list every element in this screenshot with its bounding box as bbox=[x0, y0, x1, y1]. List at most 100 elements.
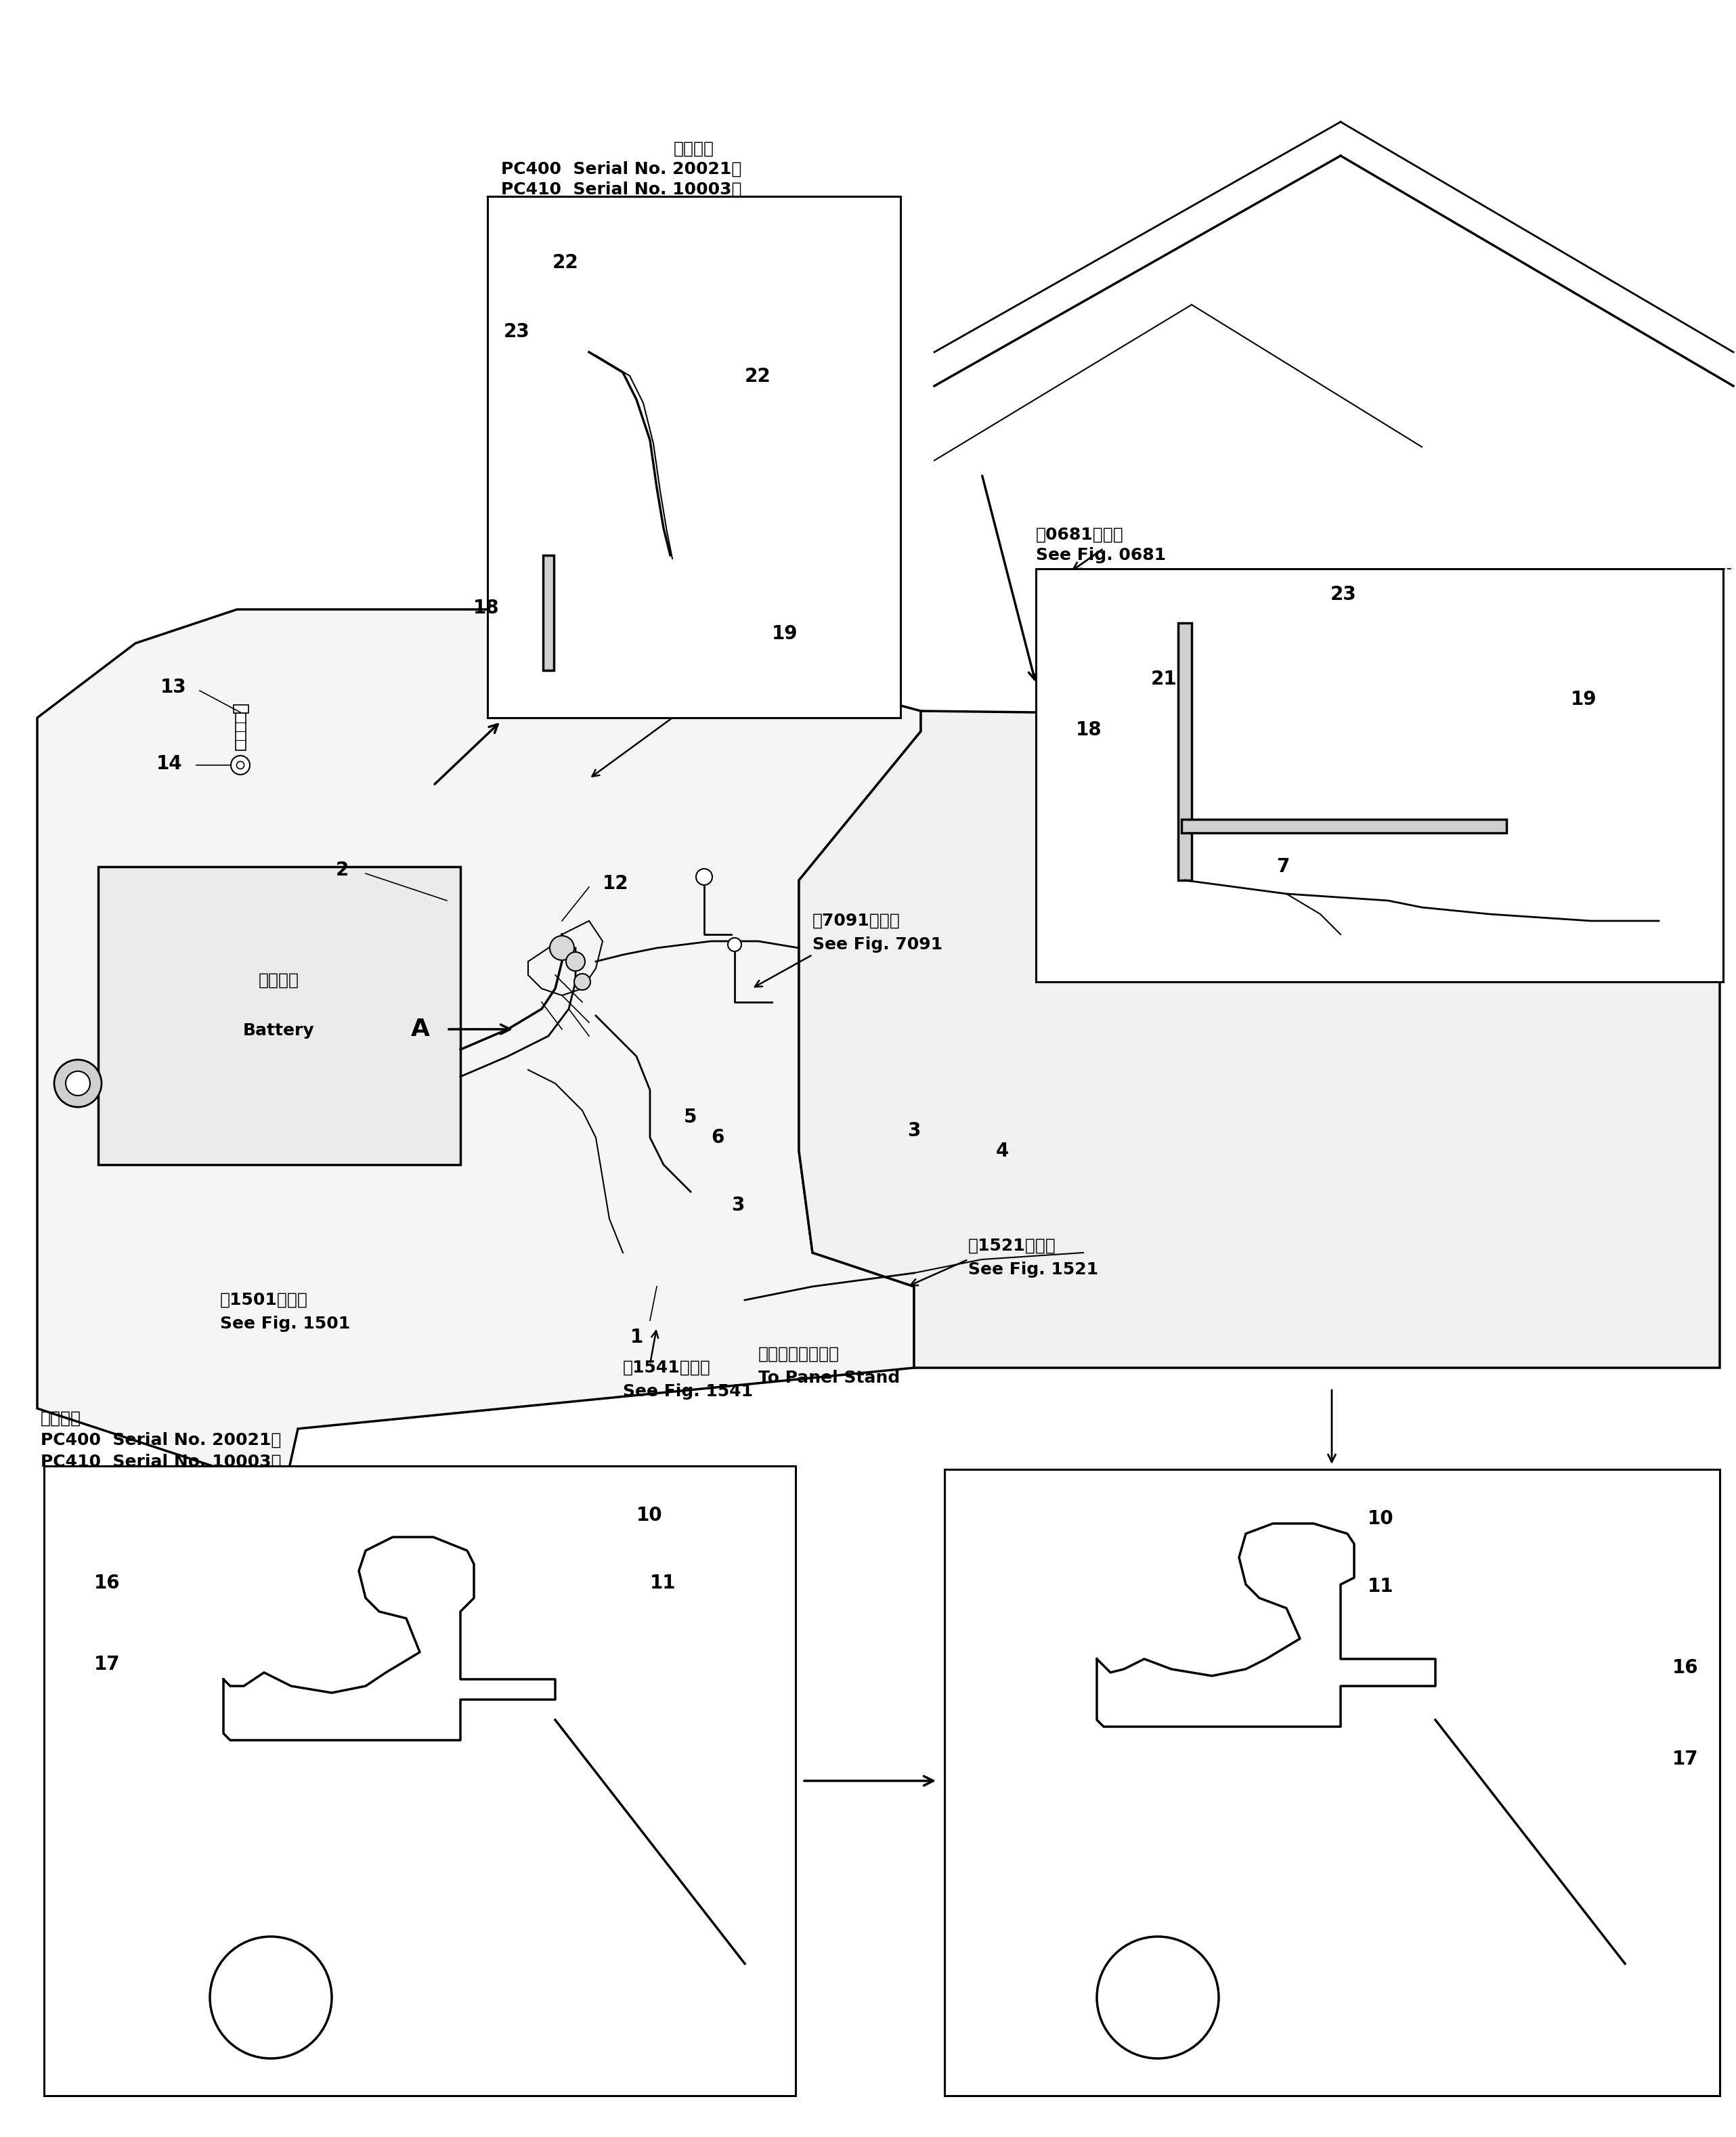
Text: レボルビング フレーム: レボルビング フレーム bbox=[57, 2049, 165, 2066]
Circle shape bbox=[590, 327, 601, 338]
Bar bbox=[743, 635, 752, 652]
Circle shape bbox=[566, 953, 585, 970]
Text: See Fig. 7091: See Fig. 7091 bbox=[812, 936, 943, 953]
Bar bbox=[488, 197, 901, 718]
Circle shape bbox=[1448, 859, 1463, 874]
Text: To Panel Stand: To Panel Stand bbox=[759, 1370, 899, 1387]
Bar bbox=[944, 1470, 1720, 2096]
Circle shape bbox=[236, 761, 245, 769]
Text: 18: 18 bbox=[474, 598, 500, 618]
Bar bbox=[1597, 1686, 1639, 1699]
Circle shape bbox=[1474, 885, 1491, 902]
Circle shape bbox=[550, 936, 575, 960]
Text: 15: 15 bbox=[1272, 1718, 1300, 1735]
Text: 第7091図参照: 第7091図参照 bbox=[812, 912, 901, 930]
Bar bbox=[1234, 645, 1245, 682]
Circle shape bbox=[665, 474, 689, 500]
Circle shape bbox=[161, 1654, 184, 1678]
Text: A: A bbox=[411, 1017, 431, 1041]
Circle shape bbox=[1608, 1750, 1628, 1772]
Bar bbox=[677, 235, 693, 244]
Text: 19: 19 bbox=[773, 624, 799, 643]
Circle shape bbox=[727, 938, 741, 951]
Circle shape bbox=[66, 1071, 90, 1096]
Text: パネルスタンドへ: パネルスタンドへ bbox=[759, 1346, 840, 1363]
Bar bbox=[1413, 665, 1424, 684]
Circle shape bbox=[1302, 618, 1326, 641]
Bar bbox=[543, 556, 554, 671]
Text: PC410  Serial No. 10003～: PC410 Serial No. 10003～ bbox=[502, 182, 741, 199]
Text: 22: 22 bbox=[552, 254, 578, 271]
Bar bbox=[679, 387, 689, 427]
Circle shape bbox=[1479, 891, 1486, 898]
Bar bbox=[540, 1481, 557, 1489]
Bar bbox=[1179, 624, 1191, 880]
Text: See Fig. 1501: See Fig. 1501 bbox=[220, 1316, 351, 1331]
Text: 第1521図参照: 第1521図参照 bbox=[969, 1237, 1055, 1254]
Text: 第1511図参照: 第1511図参照 bbox=[677, 673, 766, 688]
Text: 21: 21 bbox=[698, 220, 724, 239]
Circle shape bbox=[1413, 831, 1430, 848]
Text: PC410  Serial No. 10003～: PC410 Serial No. 10003～ bbox=[40, 1453, 281, 1470]
Bar bbox=[1377, 667, 1413, 680]
Circle shape bbox=[672, 483, 682, 492]
Text: 16: 16 bbox=[94, 1573, 120, 1592]
Text: 9: 9 bbox=[1693, 870, 1706, 889]
Text: 22: 22 bbox=[745, 368, 771, 387]
Bar bbox=[1436, 774, 1476, 784]
Circle shape bbox=[583, 321, 608, 344]
Text: 14: 14 bbox=[156, 754, 182, 774]
Bar bbox=[1271, 1485, 1288, 1494]
Text: Detail A: Detail A bbox=[1496, 2073, 1573, 2090]
Circle shape bbox=[1453, 863, 1458, 870]
Circle shape bbox=[231, 756, 250, 774]
Circle shape bbox=[696, 870, 712, 885]
Text: 21: 21 bbox=[1151, 669, 1177, 688]
Text: 23: 23 bbox=[1330, 586, 1356, 605]
Text: PC400  Serial No. 20021～: PC400 Serial No. 20021～ bbox=[502, 160, 741, 177]
Text: 1: 1 bbox=[1090, 1556, 1102, 1573]
Text: 20: 20 bbox=[1503, 765, 1529, 784]
Text: 21: 21 bbox=[677, 545, 703, 564]
Text: 13: 13 bbox=[160, 677, 186, 697]
Text: See Fig. 1541: See Fig. 1541 bbox=[623, 1383, 753, 1400]
Text: 23: 23 bbox=[712, 479, 738, 498]
Text: A 詳細: A 詳細 bbox=[1496, 2049, 1536, 2066]
Text: 6: 6 bbox=[712, 1128, 724, 1148]
Text: 11: 11 bbox=[1368, 1577, 1394, 1596]
Text: Detail A: Detail A bbox=[592, 2073, 668, 2090]
Text: Revolving Frame: Revolving Frame bbox=[958, 2073, 1118, 2090]
Text: 5: 5 bbox=[684, 1107, 698, 1126]
Bar bbox=[707, 637, 743, 650]
Text: 23: 23 bbox=[503, 323, 529, 342]
Bar bbox=[1387, 594, 1403, 600]
Text: 3: 3 bbox=[908, 1122, 920, 1141]
Text: 適用号機: 適用号機 bbox=[40, 1410, 82, 1428]
Text: 20: 20 bbox=[604, 677, 630, 697]
Bar bbox=[99, 868, 460, 1165]
Text: 4: 4 bbox=[995, 1141, 1009, 1160]
Bar bbox=[1639, 1684, 1647, 1701]
Bar bbox=[1274, 1494, 1285, 1534]
Bar bbox=[1391, 600, 1401, 639]
Bar bbox=[236, 714, 247, 750]
Text: 第1501図参照: 第1501図参照 bbox=[220, 1293, 307, 1308]
Text: 3: 3 bbox=[1604, 844, 1618, 863]
Text: 10: 10 bbox=[1368, 1509, 1394, 1528]
Bar bbox=[667, 669, 677, 686]
Circle shape bbox=[1507, 917, 1514, 923]
Text: See Fig. 1521: See Fig. 1521 bbox=[969, 1261, 1099, 1278]
Polygon shape bbox=[36, 609, 920, 1489]
Text: Battery: Battery bbox=[243, 1021, 314, 1039]
Bar bbox=[233, 705, 248, 714]
Circle shape bbox=[1418, 836, 1425, 842]
Text: PC400  Serial No. 20021～: PC400 Serial No. 20021～ bbox=[40, 1432, 281, 1449]
Circle shape bbox=[1283, 1584, 1292, 1592]
Text: 18: 18 bbox=[1076, 720, 1102, 739]
Bar bbox=[1476, 769, 1486, 789]
Text: 17: 17 bbox=[94, 1654, 120, 1673]
Circle shape bbox=[545, 1573, 566, 1596]
Text: 7: 7 bbox=[1276, 857, 1290, 876]
Circle shape bbox=[168, 1660, 177, 1669]
Bar bbox=[43, 1466, 795, 2096]
